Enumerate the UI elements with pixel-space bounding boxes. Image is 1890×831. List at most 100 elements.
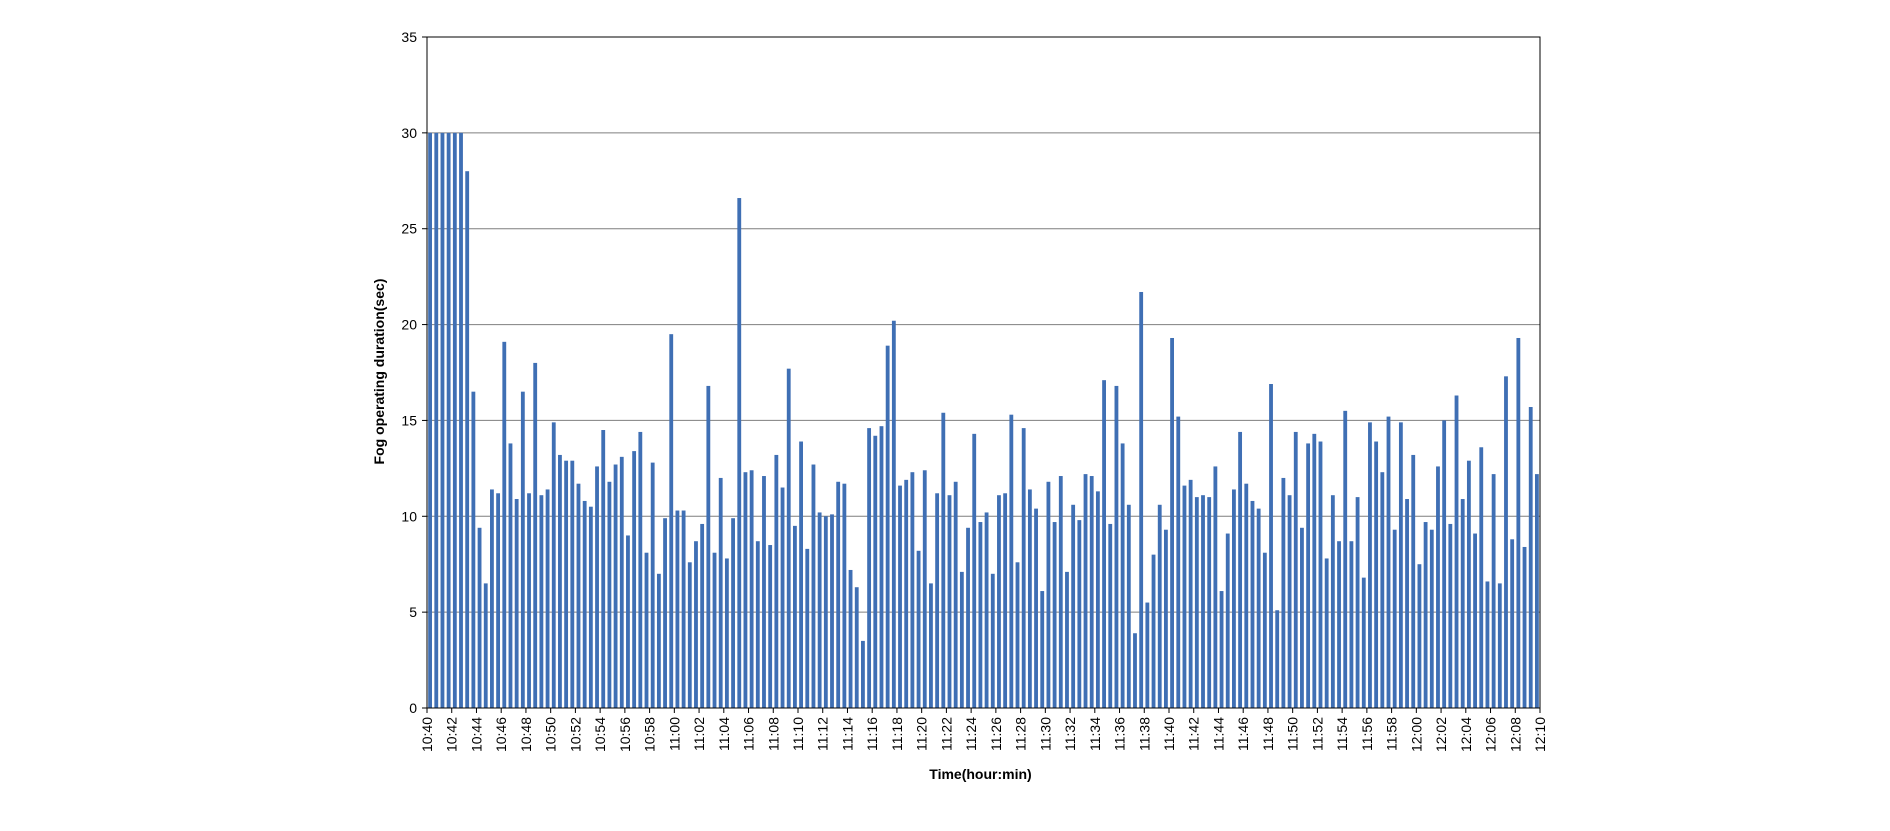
- bar: [1256, 508, 1261, 708]
- bar: [1027, 489, 1032, 708]
- x-tick-label: 12:00: [1408, 717, 1424, 752]
- bar: [1337, 541, 1341, 708]
- bar: [830, 514, 834, 708]
- x-tick-label: 10:52: [567, 717, 583, 752]
- bar: [1151, 554, 1156, 708]
- bar: [644, 552, 649, 708]
- bar: [483, 583, 488, 708]
- y-tick-label: 15: [401, 412, 417, 428]
- x-tick-label: 11:44: [1210, 717, 1226, 751]
- x-tick-label: 11:40: [1161, 717, 1177, 751]
- bar: [1349, 541, 1354, 708]
- bar: [929, 583, 933, 708]
- bar: [737, 198, 742, 709]
- bar: [632, 451, 637, 708]
- bar: [669, 334, 674, 708]
- bar: [1058, 476, 1063, 708]
- x-tick-label: 11:56: [1359, 717, 1375, 751]
- x-tick-label: 11:18: [889, 717, 905, 751]
- bar: [1157, 504, 1162, 708]
- bar: [1374, 441, 1379, 708]
- bar: [1139, 291, 1144, 708]
- bar: [588, 506, 593, 708]
- bar: [595, 466, 599, 708]
- bar: [811, 464, 816, 708]
- bar: [607, 481, 612, 708]
- x-tick-label: 11:08: [765, 717, 781, 751]
- bar: [1269, 384, 1273, 708]
- x-tick-label: 11:22: [938, 717, 954, 751]
- bar: [836, 481, 841, 708]
- bar: [1466, 460, 1471, 708]
- bar: [823, 516, 828, 708]
- bar: [650, 462, 655, 708]
- bar: [1504, 376, 1508, 708]
- bar: [1398, 422, 1403, 708]
- bar: [1182, 485, 1187, 708]
- x-tick-label: 11:38: [1136, 717, 1152, 751]
- bar: [1021, 428, 1026, 708]
- x-tick-label: 11:10: [790, 717, 806, 751]
- bar: [718, 477, 723, 708]
- bar: [1522, 546, 1527, 708]
- bar: [1324, 558, 1329, 708]
- x-tick-label: 11:28: [1013, 717, 1029, 751]
- x-tick-label: 12:04: [1458, 717, 1474, 752]
- bar: [755, 541, 760, 708]
- bar: [774, 454, 779, 708]
- bar: [984, 512, 989, 708]
- bar: [990, 573, 995, 708]
- bar: [780, 487, 785, 708]
- bar: [1009, 414, 1014, 708]
- bar: [1281, 477, 1286, 708]
- bar: [1145, 602, 1150, 708]
- bar: [768, 545, 773, 708]
- bar: [799, 441, 803, 708]
- bar: [854, 587, 859, 708]
- bar: [1392, 529, 1397, 708]
- bar: [762, 476, 766, 708]
- bar: [1386, 416, 1391, 708]
- y-tick-label: 30: [401, 125, 417, 141]
- bar: [539, 495, 544, 708]
- bar: [1250, 500, 1255, 708]
- x-tick-label: 11:24: [963, 717, 979, 751]
- bar: [1423, 522, 1428, 708]
- bar: [916, 550, 921, 708]
- bar: [1213, 466, 1218, 708]
- x-tick-label: 10:56: [617, 717, 633, 752]
- x-tick-label: 11:58: [1384, 717, 1400, 751]
- bar: [1083, 474, 1088, 708]
- bar: [1126, 504, 1131, 708]
- bar: [452, 132, 457, 709]
- bar: [1065, 571, 1069, 708]
- x-tick-label: 10:42: [444, 717, 460, 752]
- bar: [1034, 508, 1038, 708]
- bar: [471, 391, 476, 708]
- bar: [1448, 523, 1453, 708]
- bar: [1120, 443, 1125, 708]
- bar: [1411, 454, 1416, 708]
- bar: [959, 571, 964, 708]
- x-tick-label: 11:46: [1235, 717, 1251, 751]
- bar: [582, 500, 587, 708]
- bar: [601, 430, 606, 708]
- bar: [1163, 529, 1168, 708]
- bar: [700, 523, 705, 708]
- bar: [638, 431, 643, 708]
- bar: [434, 132, 439, 709]
- x-tick-label: 10:50: [543, 717, 559, 752]
- bar: [694, 541, 698, 708]
- bar: [873, 435, 878, 708]
- bar: [1534, 474, 1539, 708]
- bar: [1133, 633, 1137, 708]
- bar: [570, 460, 575, 708]
- bar: [1318, 441, 1323, 708]
- x-tick-label: 10:54: [592, 717, 608, 752]
- bar: [1355, 497, 1360, 708]
- y-tick-label: 5: [409, 604, 417, 620]
- bar: [1219, 591, 1224, 708]
- x-axis-title: Time(hour:min): [929, 766, 1031, 782]
- bar: [1312, 433, 1317, 708]
- bar: [551, 422, 556, 708]
